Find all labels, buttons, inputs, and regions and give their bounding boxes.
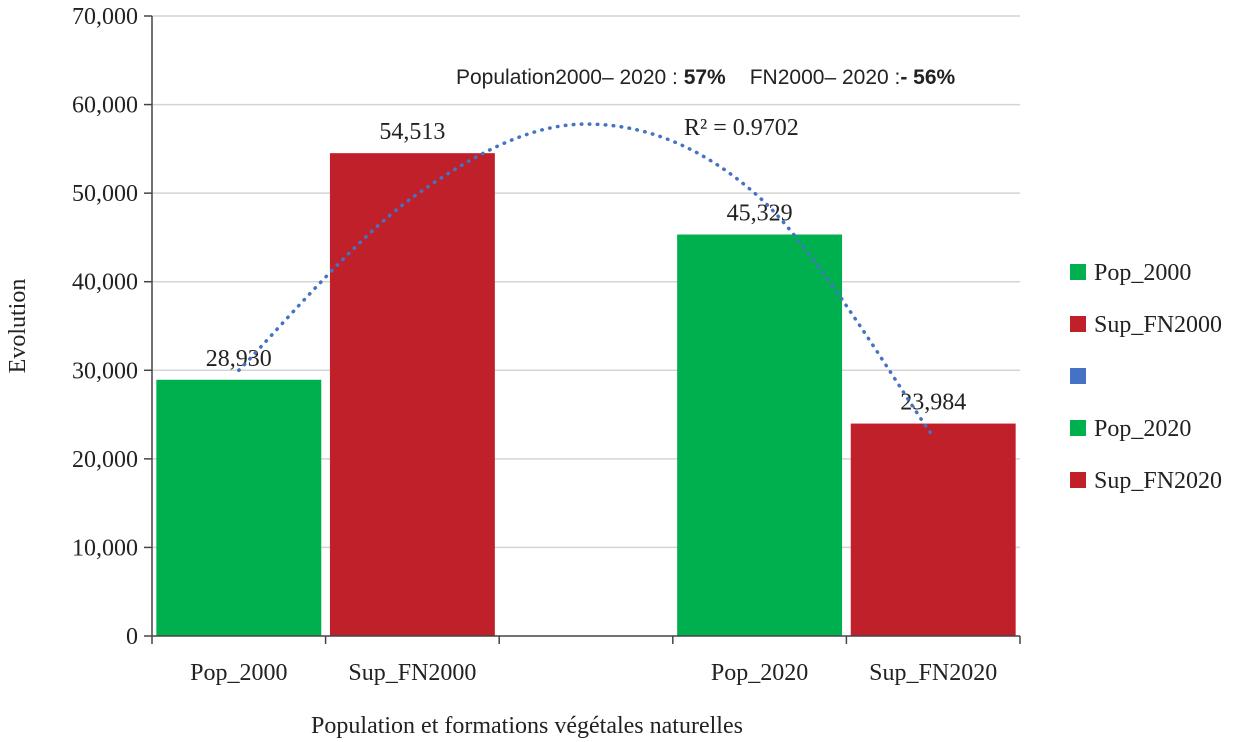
y-tick-label: 0 — [126, 624, 138, 650]
fn-change-value: - 56% — [900, 66, 955, 89]
bar-sup-fn2020 — [850, 423, 1016, 636]
change-annotation: Population2000– 2020 : 57% FN2000– 2020 :… — [456, 66, 956, 89]
pop-change-label: Population2000– 2020 : — [456, 66, 684, 89]
legend-label: Pop_2000 — [1094, 260, 1191, 286]
x-tick-labels: Pop_2000 Sup_FN2000 Pop_2020 Sup_FN2020 — [190, 660, 997, 686]
x-tick-label: Sup_FN2020 — [869, 660, 997, 686]
axes — [151, 16, 1020, 637]
y-tick-label: 70,000 — [72, 4, 138, 30]
bar-sup-fn2000 — [329, 153, 495, 636]
x-axis-title: Population et formations végétales natur… — [311, 713, 743, 739]
bars — [156, 153, 1016, 636]
trendline — [237, 122, 935, 439]
x-tick-label: Sup_FN2000 — [348, 660, 476, 686]
legend-swatch — [1070, 472, 1086, 488]
x-tick-label: Pop_2000 — [190, 660, 287, 686]
data-label: 45,329 — [727, 201, 793, 227]
y-tick-label: 50,000 — [72, 181, 138, 207]
legend-label: Pop_2020 — [1094, 416, 1191, 442]
legend-label: Sup_FN2020 — [1094, 468, 1222, 494]
legend: Pop_2000 Sup_FN2000 Pop_2020 Sup_FN2020 — [1070, 260, 1222, 494]
legend-swatch — [1070, 368, 1086, 384]
y-tick-label: 10,000 — [72, 535, 138, 561]
data-label: 54,513 — [379, 119, 445, 145]
bar-pop-2020 — [677, 234, 843, 636]
legend-label: Sup_FN2000 — [1094, 312, 1222, 338]
data-label: 28,930 — [206, 346, 272, 372]
legend-swatch — [1070, 316, 1086, 332]
y-tick-labels: 0 10,000 20,000 30,000 40,000 50,000 60,000 70,… — [72, 4, 138, 650]
y-tick-label: 20,000 — [72, 447, 138, 473]
bar-pop-2000 — [156, 379, 322, 636]
y-tick-label: 30,000 — [72, 358, 138, 384]
legend-swatch — [1070, 420, 1086, 436]
x-tick-label: Pop_2020 — [711, 660, 808, 686]
y-tick-label: 60,000 — [72, 93, 138, 119]
data-labels: 28,930 54,513 45,329 23,984 — [206, 119, 966, 415]
fn-change-label: FN2000– 2020 : — [750, 66, 901, 89]
r2-label: R² = 0.9702 — [684, 115, 799, 141]
legend-swatch — [1070, 264, 1086, 280]
pop-change-value: 57% — [684, 66, 726, 89]
y-axis-title: Evolution — [5, 279, 31, 374]
data-label: 23,984 — [900, 390, 966, 416]
y-tick-label: 40,000 — [72, 270, 138, 296]
